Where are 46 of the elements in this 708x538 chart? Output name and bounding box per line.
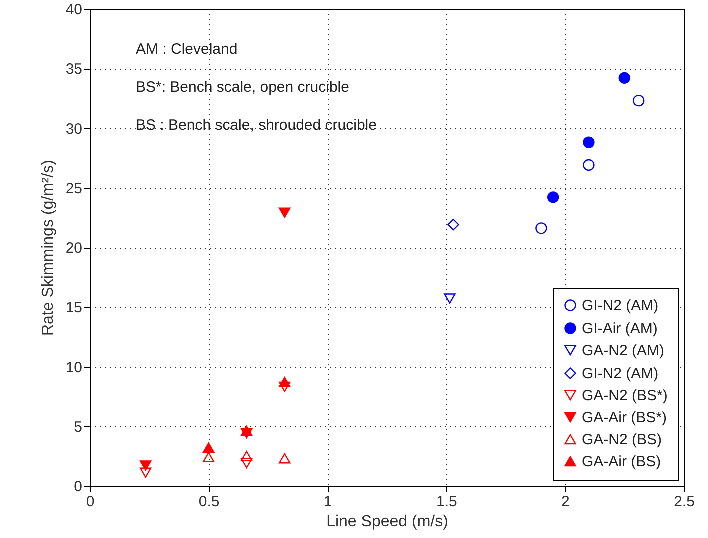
legend-label: GI-Air (AM) [582,320,658,338]
legend-label: GA-Air (BS) [582,454,662,470]
point [140,468,152,478]
legend-label: GA-N2 (AM) [582,342,665,360]
point [140,460,152,471]
legend-label: GA-Air (BS*) [582,410,668,426]
point [240,458,253,468]
legend-label: GI-N2 (AM) [582,298,659,314]
y-tick-label: 15 [66,300,82,317]
point [278,208,291,218]
y-tick-label: 10 [66,359,82,376]
point [583,136,595,148]
y-tick-label: 35 [66,61,82,78]
x-tick-label: 2.5 [674,494,695,510]
x-tick-label: 1 [324,494,332,510]
point [202,452,215,463]
point [278,377,291,388]
legend-label: GA-N2 (BS) [582,432,662,448]
y-tick-label: 25 [66,180,82,198]
x-tick-label: 0.5 [198,494,220,510]
point [583,159,595,172]
x-axis-title: Line Speed (m/s) [326,514,448,530]
y-tick-label: 5 [74,418,82,436]
point [448,219,460,231]
y-tick-label: 20 [66,240,82,257]
x-tick-label: 1.5 [436,494,458,510]
x-tick-label: 2 [562,494,570,510]
y-tick-label: 0 [74,478,82,496]
y-tick-label: 30 [66,120,82,138]
point [444,294,456,304]
point [278,382,291,392]
legend-label: GA-N2 (BS*) [582,388,668,404]
y-axis-title: Rate Skimmings (g/m²/s) [40,160,57,336]
point [240,451,253,462]
point [633,94,645,107]
annotation: BS : Bench scale, shrouded crucible [136,117,377,134]
annotation: AM : Cleveland [136,41,238,58]
legend-label: GI-N2 (AM) [582,366,659,382]
annotation: BS*: Bench scale, open crucible [136,79,350,96]
point [536,222,548,234]
x-tick-label: 0 [86,494,95,510]
point [202,442,215,453]
y-tick-label: 40 [66,2,82,18]
point [547,192,560,204]
point [278,453,291,464]
point [618,72,630,84]
